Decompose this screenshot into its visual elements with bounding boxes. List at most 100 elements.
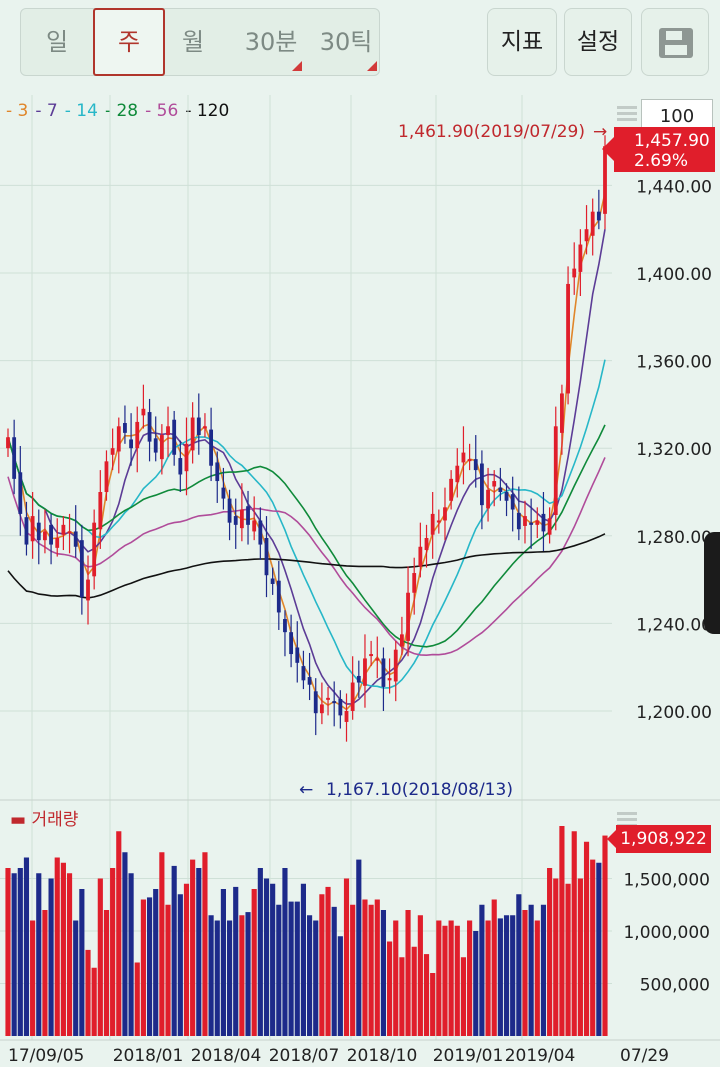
ma-line-28 [7,424,606,648]
legend-item-ma[interactable]: - 14 [65,101,98,121]
price-axis-label: 1,280.00 [636,528,712,548]
candle-body [258,520,263,545]
period-tab-4[interactable]: 30틱 [311,9,381,75]
volume-bar [583,841,590,1036]
legend-item-ma[interactable]: - 28 [105,101,138,121]
volume-bar [183,883,190,1036]
ma-line-3 [7,192,606,711]
period-tab-0[interactable]: 일 [29,9,85,75]
candle-body [443,507,447,521]
volume-legend: ▬ 거래량 [10,810,79,830]
candle-body [350,682,355,711]
candle-body [73,531,78,547]
candle-body [479,463,484,506]
volume-bar [202,852,208,1036]
volume-bar [534,920,540,1036]
ma-line-7 [7,229,606,705]
candle-body [406,592,410,641]
floppy-disk-icon [659,28,693,58]
volume-bar [559,826,565,1036]
ma-line-120 [7,533,606,599]
candle-body [387,678,392,681]
volume-bar [245,912,251,1036]
volume-bar [36,873,42,1036]
price-menu-icon[interactable] [617,106,637,109]
candle-body [492,481,497,487]
candle-body [67,531,72,534]
candle-body [516,512,521,530]
candle-body [239,509,244,529]
dropdown-corner-icon [367,61,377,71]
candle-body [178,458,183,475]
volume-label: 거래량 [31,810,79,830]
volume-bar [5,868,11,1036]
volume-bar [540,904,547,1036]
candle-body [110,448,115,455]
volume-bar [485,920,491,1036]
candle-body [246,506,250,525]
period-tab-label: 30틱 [319,28,373,56]
indicator-button[interactable]: 지표 [487,8,557,76]
min-price-arrow: ← [299,780,313,800]
volume-bar [239,915,245,1036]
volume-bar [276,904,282,1036]
current-volume-tag: 1,908,922 [607,825,711,853]
volume-bar [134,962,140,1036]
candle-body [326,697,330,700]
current-price-value: 1,457.90 [634,131,710,151]
period-tab-3[interactable]: 30분 [236,9,306,75]
legend-label: 56 [156,101,179,121]
volume-bar [48,878,54,1036]
candle-body [584,229,589,242]
volume-menu-icon[interactable] [617,812,637,815]
volume-bar [516,894,522,1036]
volume-bar [165,904,171,1036]
volume-bar [374,899,380,1036]
volume-bar [270,883,276,1036]
legend-item-ma[interactable]: - 56 [145,101,178,121]
candle-body [603,146,607,214]
period-tab-2[interactable]: 월 [165,9,221,75]
legend-item-ma[interactable]: - 3 [6,101,28,121]
x-axis-label: 07/29 [620,1046,669,1066]
price-axis-label: 1,440.00 [636,177,712,197]
volume-bar [251,889,257,1036]
legend-item-ma[interactable]: - 7 [35,101,57,121]
save-button[interactable] [641,8,709,76]
candle-body [510,494,515,510]
candle-body [412,573,417,593]
candle-body [486,489,490,509]
candle-body [159,435,164,460]
candle-body [363,658,367,686]
candle-body [578,244,583,272]
volume-bar [159,852,165,1036]
candle-body [418,546,423,567]
candle-body [319,704,324,714]
candle-body [473,459,478,471]
candle-body [301,666,306,681]
candle-body [79,540,84,598]
side-drawer-handle[interactable] [704,532,720,634]
volume-bar [417,915,423,1036]
volume-bar [140,899,146,1036]
legend-label: 28 [116,101,139,121]
candle-body [227,498,232,523]
max-price-annotation: 1,461.90(2019/07/29) [398,122,585,142]
candle-body [264,537,269,576]
x-axis-label: 2019/01 [433,1046,504,1066]
candle-body [6,437,10,449]
legend-label: 7 [46,101,58,121]
candle-body [215,462,220,482]
candle-body [572,268,577,278]
volume-bar [448,920,454,1036]
settings-button[interactable]: 설정 [564,8,632,76]
volume-bar [208,915,214,1036]
volume-bar [350,904,356,1036]
volume-bar [116,831,122,1036]
volume-bar [177,894,183,1036]
candle-body [590,211,595,236]
volume-bar [553,878,559,1036]
current-price-tag: 1,457.90 2.69% [602,127,715,172]
period-tab-1[interactable]: 주 [93,8,165,76]
